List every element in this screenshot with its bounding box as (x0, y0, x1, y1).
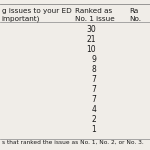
Text: 7: 7 (91, 95, 96, 104)
Text: 9: 9 (91, 55, 96, 64)
Text: 30: 30 (86, 25, 96, 34)
Text: important): important) (2, 16, 40, 22)
Text: No. 1 issue: No. 1 issue (75, 16, 115, 22)
Text: No.: No. (129, 16, 141, 22)
Text: s that ranked the issue as No. 1, No. 2, or No. 3.: s that ranked the issue as No. 1, No. 2,… (2, 140, 143, 145)
Text: 7: 7 (91, 85, 96, 94)
Text: 2: 2 (91, 115, 96, 124)
Text: 10: 10 (86, 45, 96, 54)
Text: g issues to your ED: g issues to your ED (2, 8, 71, 14)
Text: Ranked as: Ranked as (75, 8, 112, 14)
Text: 7: 7 (91, 75, 96, 84)
Text: 21: 21 (87, 35, 96, 44)
Text: 1: 1 (91, 125, 96, 134)
Text: 4: 4 (91, 105, 96, 114)
Text: Ra: Ra (129, 8, 138, 14)
Text: 8: 8 (91, 65, 96, 74)
